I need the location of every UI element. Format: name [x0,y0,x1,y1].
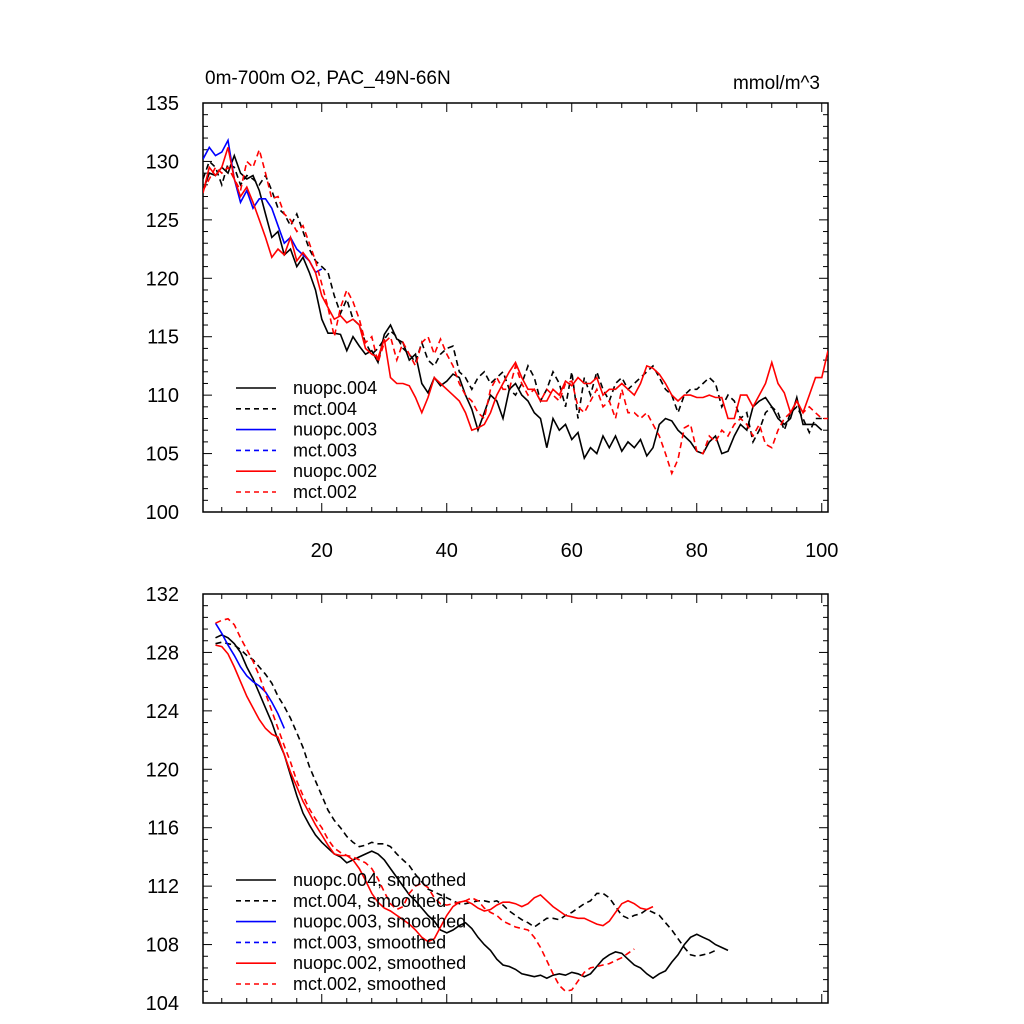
series-line-mct-002 [203,147,828,476]
series-line-nuopc-002 [203,147,828,432]
series-line-nuopc-003-smoothed [214,622,286,729]
series-line-nuopc-004-smoothed [215,634,729,980]
y-tick-label: 104 [146,993,179,1015]
legend-label: mct.004, smoothed [293,891,446,911]
plot-frame [202,102,829,513]
y-tick-label: 124 [146,701,179,723]
chart-units: mmol/m^3 [733,73,820,94]
legend: nuopc.004mct.004nuopc.003mct.003nuopc.00… [236,378,377,502]
legend-label: mct.003, smoothed [293,932,446,952]
x-tick-label: 20 [311,540,333,562]
y-tick-label: 128 [146,642,179,664]
legend-label: nuopc.002 [293,461,377,481]
y-tick-label: 112 [147,876,179,898]
y-tick-label: 116 [147,818,179,840]
x-tick-label: 40 [436,540,458,562]
x-tick-label: 100 [805,540,838,562]
series-line-nuopc-004 [203,153,823,461]
legend-label: nuopc.002, smoothed [293,953,466,973]
plot-frame [202,593,829,1004]
y-tick-label: 130 [146,151,179,173]
legend-label: nuopc.003 [293,420,377,440]
y-tick-label: 105 [146,444,179,466]
series-line-mct-002-smoothed [215,617,635,993]
series-line-nuopc-002-smoothed [215,644,654,943]
legend-label: nuopc.004 [293,378,377,398]
legend-label: mct.003 [293,440,357,460]
legend-label: mct.002, smoothed [293,974,446,994]
legend-label: nuopc.004, smoothed [293,870,466,890]
top-panel-chart: 100 105 110 115 120 125 130 135 20 40 60 80 100 0m-70… [146,68,839,562]
y-tick-label: 120 [146,759,179,781]
y-tick-label: 115 [147,327,179,349]
x-tick-label: 80 [686,540,708,562]
series-line-mct-004 [203,159,822,445]
y-tick-label: 110 [147,385,179,407]
y-tick-label: 125 [146,210,179,232]
y-tick-label: 100 [146,502,179,524]
y-tick-label: 135 [146,93,179,115]
y-tick-label: 120 [146,268,179,290]
legend-label: mct.002 [293,482,357,502]
chart-title: 0m-700m O2, PAC_49N-66N [205,68,451,89]
bottom-panel-chart: 104 108 112 116 120 124 128 132 nuopc.004, smoot… [146,584,829,1015]
legend-label: mct.004 [293,399,357,419]
series-line-mct-004-smoothed [215,641,716,958]
x-tick-label: 60 [561,540,583,562]
y-tick-label: 108 [146,935,179,957]
legend-label: nuopc.003, smoothed [293,912,466,932]
y-tick-label: 132 [146,584,179,606]
